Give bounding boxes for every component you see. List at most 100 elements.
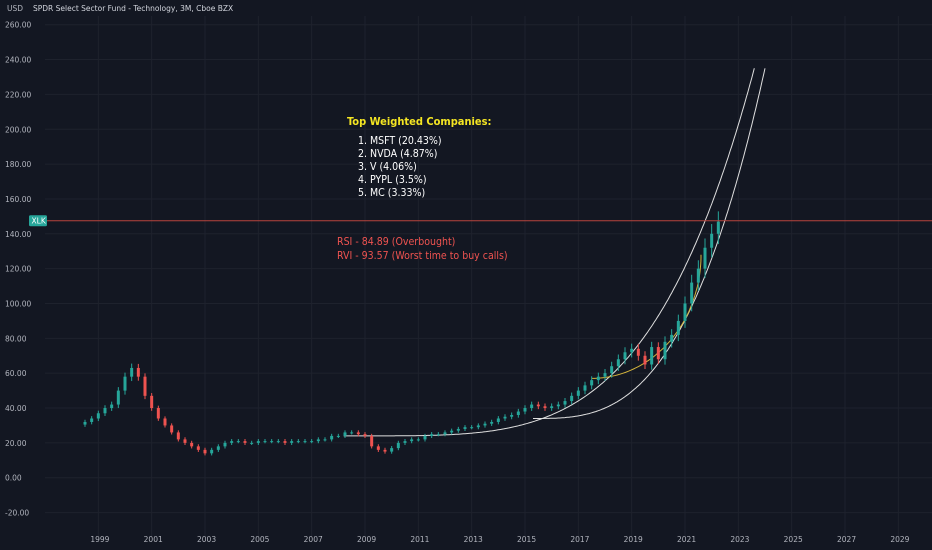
x-tick-label: 2019 [624, 535, 643, 544]
candle-body [650, 347, 654, 365]
candle-body [303, 441, 307, 443]
candle-body [616, 359, 620, 367]
candle-body [363, 434, 367, 436]
candle-body [170, 425, 174, 433]
candle-body [210, 449, 214, 454]
candle-body [316, 439, 320, 442]
candle-body [336, 435, 340, 437]
candle-body [143, 376, 147, 396]
price-tag-label: XLK [32, 217, 47, 226]
candle-body [343, 432, 347, 436]
x-tick-label: 2001 [144, 535, 163, 544]
candle-body [690, 282, 694, 304]
grid [45, 16, 932, 536]
price-tag: XLK [29, 215, 47, 227]
candle-body [503, 416, 507, 419]
candle-body [570, 395, 574, 402]
candle-body [450, 430, 454, 433]
top-company-1: 1. MSFT (20.43%) [358, 135, 442, 147]
candle-body [350, 432, 354, 434]
candle-body [703, 247, 707, 269]
x-tick-label: 2021 [677, 535, 696, 544]
x-tick-label: 2009 [357, 535, 376, 544]
candle-body [123, 376, 127, 391]
candle-body [323, 439, 327, 441]
candle-body [256, 441, 260, 443]
candle-body [630, 348, 634, 353]
rvi-annotation: RVI - 93.57 (Worst time to buy calls) [337, 250, 508, 262]
candle-body [470, 427, 474, 429]
currency-label: USD [7, 4, 23, 13]
candle-body [83, 421, 87, 425]
y-tick-label: 180.00 [5, 160, 31, 169]
candle-body [203, 449, 207, 454]
x-tick-label: 2025 [784, 535, 803, 544]
x-tick-label: 2013 [464, 535, 483, 544]
candle-body [376, 446, 380, 450]
candle-body [656, 347, 660, 360]
candle-body [623, 352, 627, 360]
candle-body [150, 395, 154, 409]
candle-body [716, 221, 720, 234]
candle-body [230, 441, 234, 443]
y-tick-label: 60.00 [5, 369, 27, 378]
candle-body [683, 303, 687, 321]
candle-body [163, 418, 167, 426]
y-tick-label: 160.00 [5, 195, 31, 204]
top-company-2: 2. NVDA (4.87%) [358, 148, 437, 160]
candle-body [276, 441, 280, 443]
y-tick-label: 220.00 [5, 90, 31, 99]
candle-body [476, 425, 480, 428]
candles [83, 211, 720, 456]
candle-body [90, 418, 94, 422]
candle-body [423, 435, 427, 440]
candle-body [310, 441, 314, 443]
x-tick-label: 2023 [730, 535, 749, 544]
x-tick-label: 2005 [250, 535, 269, 544]
candle-body [556, 404, 560, 407]
x-tick-label: 2003 [197, 535, 216, 544]
top-companies-title: Top Weighted Companies: [347, 115, 492, 128]
candle-body [596, 376, 600, 381]
candle-body [430, 434, 434, 436]
x-tick-label: 2029 [890, 535, 909, 544]
candle-body [550, 406, 554, 409]
candle-body [103, 408, 107, 414]
x-tick-label: 2007 [304, 535, 323, 544]
candle-body [443, 432, 447, 435]
candle-body [250, 442, 254, 444]
candle-body [636, 348, 640, 356]
candle-body [463, 427, 467, 429]
candle-body [403, 441, 407, 443]
candle-body [216, 446, 220, 450]
candle-body [610, 366, 614, 374]
candle-body [456, 428, 460, 431]
candle-body [370, 435, 374, 447]
x-tick-label: 2011 [410, 535, 429, 544]
candle-body [236, 441, 240, 443]
candle-body [523, 408, 527, 412]
y-tick-label: 200.00 [5, 125, 31, 134]
candle-body [96, 413, 100, 419]
candle-body [416, 439, 420, 441]
candle-body [496, 418, 500, 422]
lower-trend-curve [533, 68, 766, 419]
top-company-4: 4. PYPL (3.5%) [358, 174, 427, 186]
candle-body [710, 233, 714, 248]
x-tick-label: 2017 [570, 535, 589, 544]
candle-body [576, 390, 580, 396]
y-tick-label: -20.00 [5, 509, 29, 518]
candle-body [663, 341, 667, 360]
candle-body [390, 448, 394, 452]
candle-body [296, 441, 300, 443]
y-tick-label: 100.00 [5, 299, 31, 308]
candle-body [696, 268, 700, 283]
y-tick-label: 260.00 [5, 21, 31, 30]
candle-body [130, 367, 134, 377]
candle-body [356, 432, 360, 435]
candle-body [190, 442, 194, 447]
candle-body [410, 439, 414, 442]
candle-body [176, 432, 180, 440]
candle-body [243, 441, 247, 443]
